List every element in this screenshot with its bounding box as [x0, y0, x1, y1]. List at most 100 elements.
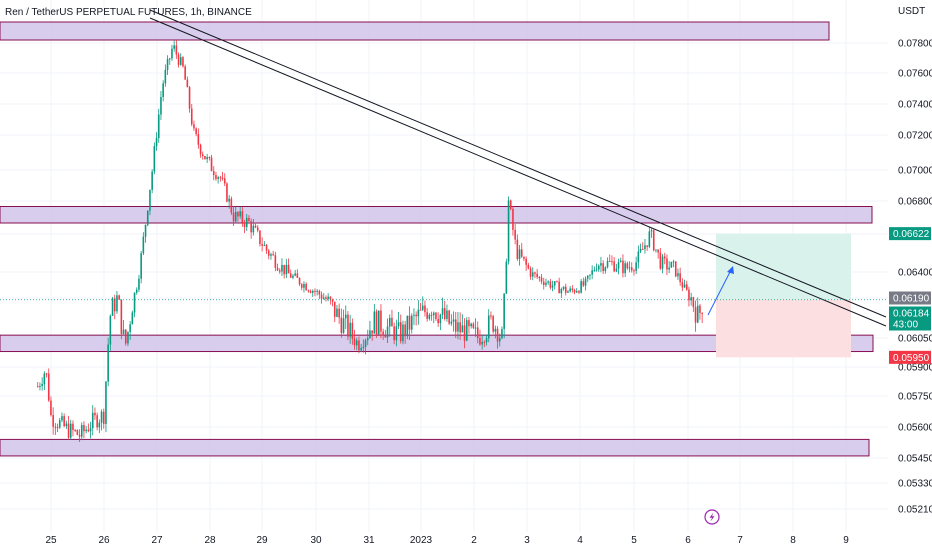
candle-body: [604, 267, 607, 272]
time-tick-label: 3: [524, 535, 530, 546]
candle-body: [228, 198, 230, 202]
candle-body: [648, 231, 651, 247]
candle-body: [410, 315, 413, 330]
candle-body: [344, 314, 347, 319]
trendline-channel[interactable]: [149, 9, 887, 327]
price-tick-label: 0.07600: [898, 69, 932, 80]
candle-body: [105, 381, 107, 424]
price-tick-label: 0.06800: [898, 197, 932, 208]
price-axis-ticks: 0.07800 0.07600 0.07400 0.07200 0.07000 0.068…: [898, 39, 932, 516]
candle-body: [600, 263, 602, 266]
candle-body: [560, 289, 563, 294]
support-resistance-zone[interactable]: [0, 438, 870, 457]
candle-body: [133, 292, 136, 313]
candle-body: [201, 154, 204, 157]
candle-body: [457, 322, 459, 332]
price-tick-label: 0.05330: [898, 479, 932, 490]
candle-body: [699, 305, 701, 313]
candle-body: [320, 294, 323, 299]
candle-body: [289, 273, 292, 278]
candle-body: [492, 316, 494, 332]
price-axis-currency: USDT: [898, 6, 925, 17]
candle-body: [516, 239, 519, 259]
candle-body: [424, 305, 426, 313]
candle-body: [146, 210, 149, 225]
candle-body: [633, 270, 635, 272]
candle-body: [232, 212, 235, 222]
candle-body: [316, 290, 318, 292]
long-position-tool[interactable]: [716, 233, 851, 358]
candle-body: [399, 322, 402, 342]
candle-body: [234, 211, 237, 222]
candle-body: [435, 312, 437, 319]
support-resistance-zone[interactable]: [0, 21, 830, 41]
candle-body: [171, 48, 173, 59]
candle-body: [674, 261, 677, 277]
candle-body: [487, 315, 490, 339]
lightning-icon[interactable]: [704, 509, 720, 525]
candle-body: [527, 264, 530, 269]
candle-body: [619, 260, 622, 263]
candle-body: [338, 308, 340, 318]
candle-body: [342, 318, 345, 333]
trendline-lower[interactable]: [149, 9, 887, 318]
candle-body: [461, 325, 464, 333]
candle-body: [586, 275, 589, 279]
candle-body: [670, 261, 673, 268]
candle-body: [595, 269, 598, 271]
candle-body: [153, 146, 156, 172]
price-tick-label: 0.05750: [898, 392, 932, 403]
candle-body: [421, 305, 424, 310]
trendline-upper[interactable]: [149, 17, 887, 327]
candle-body: [503, 293, 505, 329]
profit-zone[interactable]: [716, 233, 851, 300]
candle-body: [94, 412, 96, 416]
time-axis[interactable]: 25 26 27 28 29 30 31 2023 2 3 4 5 6 7 8 9: [0, 532, 888, 550]
candle-body: [386, 326, 389, 338]
candle-body: [639, 248, 642, 252]
candle-body: [322, 297, 325, 299]
support-resistance-zone[interactable]: [0, 206, 873, 224]
candle-body: [558, 281, 560, 294]
candle-body: [545, 282, 547, 285]
candle-body: [641, 248, 644, 250]
candle-body: [144, 224, 147, 237]
price-axis[interactable]: USDT 0.07800 0.07600 0.07400 0.07200 0.07000…: [888, 0, 932, 532]
candle-body: [402, 324, 404, 342]
last-price-badge: 0.06190: [889, 291, 931, 305]
candle-body: [300, 284, 303, 288]
candle-body: [628, 267, 631, 269]
candle-body: [193, 124, 195, 129]
projection-arrow[interactable]: [707, 266, 734, 316]
candle-body: [138, 278, 140, 290]
current-price-badge: 0.06184: [889, 306, 931, 320]
candle-body: [630, 267, 633, 271]
candle-body: [635, 262, 637, 271]
candle-body: [168, 58, 171, 60]
candle-body: [69, 423, 72, 438]
time-tick-label: 26: [98, 535, 110, 546]
current-price-badge-background: [889, 306, 931, 320]
candle-body: [494, 328, 497, 332]
loss-zone[interactable]: [716, 299, 851, 358]
candlestick-series: [36, 40, 703, 442]
candle-body: [450, 321, 453, 324]
candle-body: [578, 291, 580, 293]
candle-body: [637, 251, 640, 263]
candle-body: [223, 178, 226, 184]
candle-body: [358, 340, 360, 351]
candle-body: [355, 340, 358, 346]
candle-body: [142, 236, 145, 254]
projection-arrow-line[interactable]: [707, 269, 732, 316]
candle-body: [56, 427, 59, 429]
support-resistance-zones[interactable]: [0, 21, 874, 457]
support-resistance-zone[interactable]: [0, 334, 874, 353]
candle-body: [351, 322, 354, 339]
candle-body: [239, 211, 241, 217]
candle-body: [659, 252, 662, 269]
candle-body: [413, 314, 415, 316]
candle-body: [298, 277, 301, 285]
